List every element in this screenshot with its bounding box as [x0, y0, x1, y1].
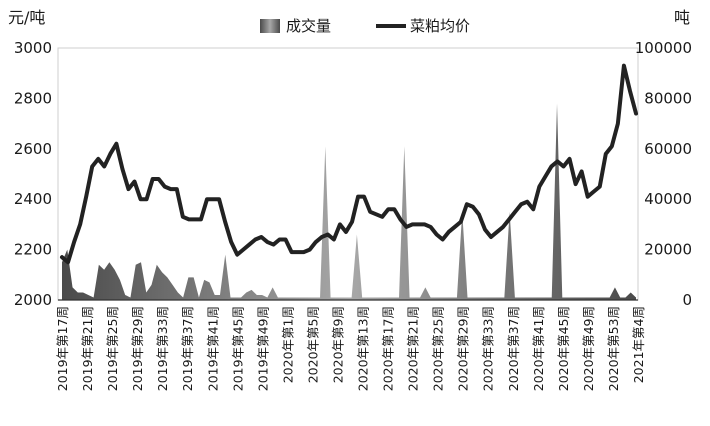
- x-tick-label: 2021年第4周: [631, 306, 646, 383]
- x-tick-label: 2020年第25周: [431, 306, 446, 391]
- right-tick-label: 0: [682, 291, 692, 309]
- x-tick-label: 2020年第29周: [456, 306, 471, 391]
- left-tick-label: 2000: [14, 291, 52, 309]
- x-tick-label: 2020年第9周: [331, 306, 346, 383]
- legend: 成交量 菜粕均价: [260, 17, 470, 35]
- plot-frame: [57, 47, 639, 301]
- volume-area-series: [62, 103, 636, 300]
- x-tick-label: 2019年第45周: [230, 306, 245, 391]
- left-tick-label: 3000: [14, 39, 52, 57]
- x-tick-label: 2020年第5周: [305, 306, 320, 383]
- legend-swatch-volume: [260, 19, 280, 33]
- left-tick-label: 2600: [14, 140, 52, 158]
- x-tick-label: 2020年第53周: [606, 306, 621, 391]
- x-tick-label: 2020年第37周: [506, 306, 521, 391]
- price-line-series: [60, 63, 638, 265]
- right-axis-unit: 吨: [674, 8, 690, 27]
- x-tick-label: 2020年第17周: [381, 306, 396, 391]
- x-tick-label: 2019年第37周: [180, 306, 195, 391]
- x-tick-label: 2019年第49周: [255, 306, 270, 391]
- x-tick-label: 2019年第29周: [130, 306, 145, 391]
- right-tick-label: 40000: [644, 190, 692, 208]
- x-tick-label: 2019年第41周: [205, 306, 220, 391]
- x-tick-label: 2019年第17周: [55, 306, 70, 391]
- x-tick-label: 2020年第1周: [280, 306, 295, 383]
- right-tick-label: 60000: [644, 140, 692, 158]
- right-tick-label: 20000: [644, 241, 692, 259]
- x-tick-label: 2019年第21周: [80, 306, 95, 391]
- right-axis-ticks: 0 20000 40000 60000 80000 100000: [635, 39, 692, 309]
- left-tick-label: 2400: [14, 190, 52, 208]
- legend-label-price: 菜粕均价: [410, 17, 470, 35]
- x-tick-label: 2020年第41周: [531, 306, 546, 391]
- left-axis-unit: 元/吨: [8, 8, 45, 27]
- right-tick-label: 100000: [635, 39, 692, 57]
- left-tick-label: 2200: [14, 241, 52, 259]
- x-tick-label: 2020年第33周: [481, 306, 496, 391]
- x-tick-label: 2019年第33周: [155, 306, 170, 391]
- x-axis-ticks: 2019年第17周 2019年第21周 2019年第25周 2019年第29周 2019…: [55, 306, 646, 391]
- x-tick-label: 2020年第21周: [406, 306, 421, 391]
- x-tick-label: 2020年第45周: [556, 306, 571, 391]
- left-axis-ticks: 2000 2200 2400 2600 2800 3000: [14, 39, 52, 309]
- right-tick-label: 80000: [644, 89, 692, 107]
- x-tick-label: 2020年第13周: [356, 306, 371, 391]
- x-tick-label: 2020年第49周: [581, 306, 596, 391]
- left-tick-label: 2800: [14, 89, 52, 107]
- x-tick-label: 2019年第25周: [105, 306, 120, 391]
- legend-label-volume: 成交量: [286, 17, 331, 35]
